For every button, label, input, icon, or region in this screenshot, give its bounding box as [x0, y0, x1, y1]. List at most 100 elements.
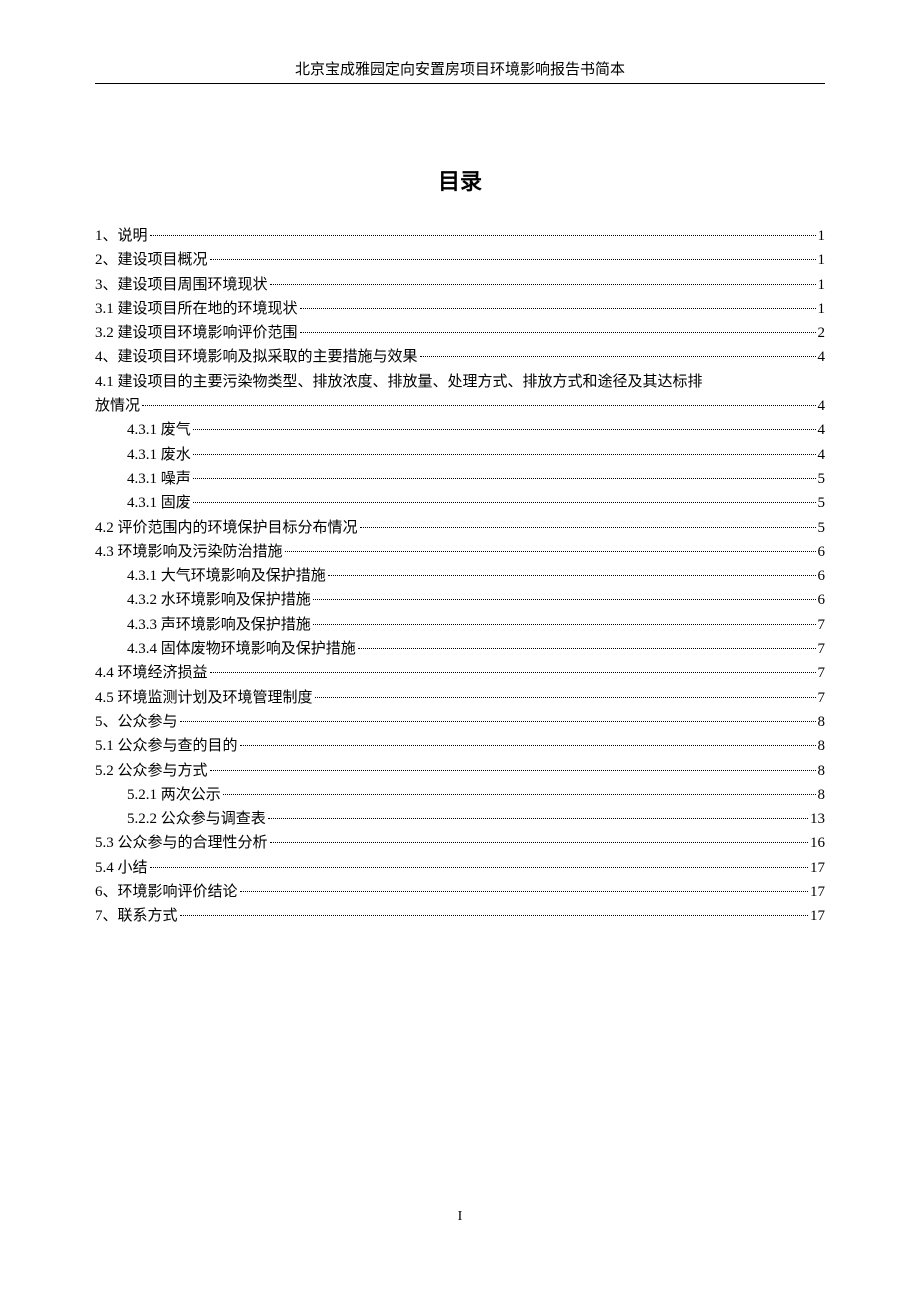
- toc-entry: 5.3 公众参与的合理性分析 16: [95, 831, 825, 855]
- toc-entry: 5、公众参与 8: [95, 710, 825, 734]
- toc-entry-label: 4.3.3 声环境影响及保护措施: [127, 613, 311, 637]
- toc-entry-page: 6: [818, 540, 826, 564]
- toc-leader-dots: [193, 478, 816, 479]
- toc-leader-dots: [240, 745, 816, 746]
- toc-entry-page: 1: [818, 224, 826, 248]
- toc-entry-page: 7: [818, 661, 826, 685]
- toc-entry: 7、联系方式 17: [95, 904, 825, 928]
- toc-entry: 3.2 建设项目环境影响评价范围 2: [95, 321, 825, 345]
- toc-leader-dots: [360, 527, 816, 528]
- toc-entry-page: 1: [818, 297, 826, 321]
- toc-entry-label: 4、建设项目环境影响及拟采取的主要措施与效果: [95, 345, 418, 369]
- toc-entry-page: 8: [818, 710, 826, 734]
- toc-leader-dots: [193, 454, 816, 455]
- toc-entry-label: 5、公众参与: [95, 710, 178, 734]
- toc-entry: 4.3.4 固体废物环境影响及保护措施 7: [95, 637, 825, 661]
- toc-leader-dots: [193, 502, 816, 503]
- toc-leader-dots: [210, 259, 816, 260]
- toc-entry-label: 4.2 评价范围内的环境保护目标分布情况: [95, 516, 358, 540]
- toc-entry-page: 4: [818, 418, 826, 442]
- toc-entry: 4.3.1 废气 4: [95, 418, 825, 442]
- toc-leader-dots: [210, 672, 816, 673]
- toc-entry-page: 6: [818, 564, 826, 588]
- toc-entry: 4.3.1 大气环境影响及保护措施 6: [95, 564, 825, 588]
- toc-entry-label: 4.3.1 噪声: [127, 467, 191, 491]
- toc-entry-page: 7: [818, 613, 826, 637]
- toc-leader-dots: [270, 842, 808, 843]
- toc-entry-page: 16: [810, 831, 825, 855]
- toc-entry: 放情况 4: [95, 394, 825, 418]
- toc-leader-dots: [300, 308, 816, 309]
- toc-entry: 5.2.1 两次公示 8: [95, 783, 825, 807]
- toc-leader-dots: [180, 915, 808, 916]
- toc-entry-label: 2、建设项目概况: [95, 248, 208, 272]
- toc-leader-dots: [315, 697, 816, 698]
- toc-entry: 5.4 小结17: [95, 856, 825, 880]
- table-of-contents: 1、说明12、建设项目概况13、建设项目周围环境现状13.1 建设项目所在地的环…: [95, 224, 825, 929]
- toc-entry: 4.3.3 声环境影响及保护措施 7: [95, 613, 825, 637]
- toc-entry-page: 6: [818, 588, 826, 612]
- toc-leader-dots: [193, 429, 816, 430]
- toc-entry: 6、环境影响评价结论17: [95, 880, 825, 904]
- toc-entry: 4.4 环境经济损益 7: [95, 661, 825, 685]
- toc-entry-label: 5.3 公众参与的合理性分析: [95, 831, 268, 855]
- toc-entry-label: 5.2.2 公众参与调查表: [127, 807, 266, 831]
- toc-entry-page: 8: [818, 783, 826, 807]
- toc-entry-label: 3、建设项目周围环境现状: [95, 273, 268, 297]
- toc-leader-dots: [142, 405, 815, 406]
- toc-entry: 4.3.1 固废5: [95, 491, 825, 515]
- toc-entry: 4、建设项目环境影响及拟采取的主要措施与效果4: [95, 345, 825, 369]
- toc-entry-label: 4.4 环境经济损益: [95, 661, 208, 685]
- toc-leader-dots: [420, 356, 816, 357]
- toc-entry-label: 4.3.1 废水: [127, 443, 191, 467]
- toc-entry: 4.3.1 废水 4: [95, 443, 825, 467]
- toc-entry-page: 5: [818, 467, 826, 491]
- toc-leader-dots: [285, 551, 816, 552]
- toc-entry-page: 2: [818, 321, 826, 345]
- toc-entry-label: 7、联系方式: [95, 904, 178, 928]
- toc-entry-page: 17: [810, 880, 825, 904]
- page-number: I: [95, 1209, 825, 1225]
- toc-entry-label: 4.3.1 大气环境影响及保护措施: [127, 564, 326, 588]
- toc-entry-page: 1: [818, 248, 826, 272]
- toc-entry: 5.2 公众参与方式8: [95, 759, 825, 783]
- toc-entry-label: 4.3.1 固废: [127, 491, 191, 515]
- toc-leader-dots: [150, 867, 808, 868]
- toc-entry-page: 4: [818, 443, 826, 467]
- toc-leader-dots: [358, 648, 816, 649]
- toc-entry: 4.2 评价范围内的环境保护目标分布情况5: [95, 516, 825, 540]
- toc-entry: 4.3.1 噪声 5: [95, 467, 825, 491]
- toc-entry-page: 13: [810, 807, 825, 831]
- toc-leader-dots: [313, 599, 816, 600]
- toc-entry: 5.1 公众参与查的目的 8: [95, 734, 825, 758]
- toc-leader-dots: [210, 770, 816, 771]
- toc-entry-label: 4.3.1 废气: [127, 418, 191, 442]
- toc-entry-label: 3.2 建设项目环境影响评价范围: [95, 321, 298, 345]
- toc-entry-label: 4.5 环境监测计划及环境管理制度: [95, 686, 313, 710]
- toc-entry-page: 1: [818, 273, 826, 297]
- toc-entry-page: 8: [818, 759, 826, 783]
- toc-entry-page: 7: [818, 637, 826, 661]
- toc-entry-page: 17: [810, 904, 825, 928]
- toc-entry-page: 7: [818, 686, 826, 710]
- toc-entry-label: 5.4 小结: [95, 856, 148, 880]
- toc-entry-label: 5.2.1 两次公示: [127, 783, 221, 807]
- toc-entry: 4.3 环境影响及污染防治措施 6: [95, 540, 825, 564]
- toc-entry-label: 3.1 建设项目所在地的环境现状: [95, 297, 298, 321]
- toc-entry-label: 放情况: [95, 394, 140, 418]
- toc-entry: 4.5 环境监测计划及环境管理制度 7: [95, 686, 825, 710]
- toc-entry: 1、说明 1: [95, 224, 825, 248]
- toc-entry: 2、建设项目概况 1: [95, 248, 825, 272]
- toc-entry: 3.1 建设项目所在地的环境现状 1: [95, 297, 825, 321]
- toc-entry-label: 5.1 公众参与查的目的: [95, 734, 238, 758]
- toc-entry: 4.3.2 水环境影响及保护措施6: [95, 588, 825, 612]
- toc-entry-label: 4.3 环境影响及污染防治措施: [95, 540, 283, 564]
- toc-leader-dots: [150, 235, 816, 236]
- toc-entry-label: 1、说明: [95, 224, 148, 248]
- toc-entry-label: 4.3.4 固体废物环境影响及保护措施: [127, 637, 356, 661]
- document-header: 北京宝成雅园定向安置房项目环境影响报告书简本: [95, 58, 825, 84]
- toc-leader-dots: [313, 624, 816, 625]
- toc-entry-page: 4: [818, 394, 826, 418]
- toc-entry-page: 8: [818, 734, 826, 758]
- toc-leader-dots: [223, 794, 816, 795]
